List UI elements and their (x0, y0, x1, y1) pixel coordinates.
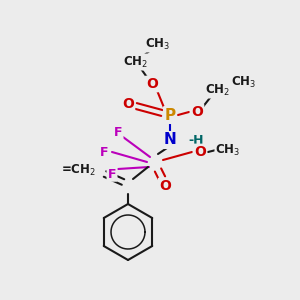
Text: F: F (100, 146, 108, 158)
Text: O: O (159, 179, 171, 193)
Text: CH$_3$: CH$_3$ (231, 74, 256, 89)
Text: -H: -H (188, 134, 203, 146)
Text: O: O (146, 77, 158, 91)
Text: O: O (122, 97, 134, 111)
Text: P: P (164, 107, 175, 122)
Text: CH$_3$: CH$_3$ (146, 36, 171, 52)
Text: CH$_2$: CH$_2$ (206, 82, 230, 98)
Text: CH$_2$: CH$_2$ (124, 54, 148, 70)
Text: F: F (114, 125, 122, 139)
Text: N: N (164, 133, 176, 148)
Text: F: F (108, 167, 116, 181)
Text: O: O (191, 105, 203, 119)
Text: =CH$_2$: =CH$_2$ (61, 162, 96, 178)
Text: O: O (194, 145, 206, 159)
Text: CH$_3$: CH$_3$ (215, 142, 241, 158)
